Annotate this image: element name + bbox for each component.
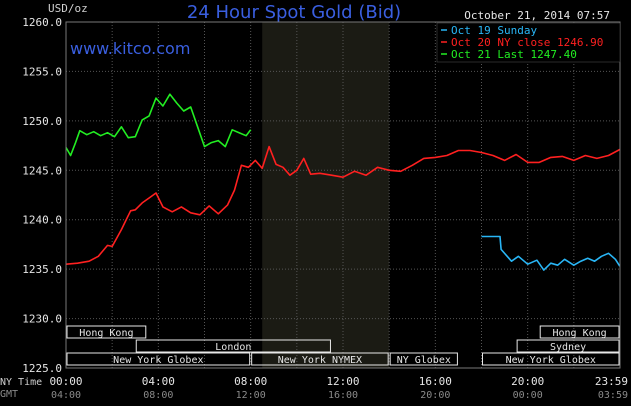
x-tick-label: 12:00	[326, 375, 359, 388]
chart-title: 24 Hour Spot Gold (Bid)	[187, 2, 401, 23]
x-tick-label: 08:00	[234, 375, 267, 388]
y-tick-label: 1240.0	[22, 214, 62, 227]
x-axis-ticks: 00:00 04:00 04:00 08:00 08:00 12:00 12:00 16:00…	[49, 375, 628, 401]
series-line-oct20	[65, 145, 621, 265]
market-bar-label: London	[215, 342, 251, 353]
market-bar-label: Sydney	[550, 342, 586, 353]
x-tick-label-gmt: 04:00	[51, 390, 81, 401]
plot-frame	[65, 21, 621, 369]
market-bar	[516, 339, 620, 353]
x-tick-label-gmt: 16:00	[328, 390, 358, 401]
series-line-oct19	[481, 235, 621, 271]
y-tick-label: 1230.0	[22, 313, 62, 326]
market-bar-label: Hong Kong	[79, 328, 133, 339]
market-bar-label: NY Globex	[397, 355, 451, 366]
legend-entry: Oct 21 Last 1247.40	[451, 48, 577, 61]
x-tick-label: 00:00	[49, 375, 82, 388]
y-tick-label: 1260.0	[22, 16, 62, 29]
y-tick-label: 1235.0	[22, 263, 62, 276]
market-bar	[66, 352, 251, 366]
market-bar	[539, 325, 620, 339]
market-bar	[135, 339, 331, 353]
x-tick-label: 20:00	[511, 375, 544, 388]
legend-entry: Oct 20 NY close 1246.90	[451, 36, 603, 49]
y-unit-label: USD/oz	[48, 2, 88, 15]
x-tick-label: 16:00	[419, 375, 452, 388]
x-tick-label-gmt: 03:59	[598, 390, 628, 401]
market-bar	[251, 352, 389, 366]
market-bar-label: New York NYMEX	[278, 355, 362, 366]
market-bar-label: New York Globex	[113, 355, 203, 366]
x-tick-label: 04:00	[142, 375, 175, 388]
ny-time-label: NY Time	[0, 377, 42, 388]
y-tick-label: 1225.0	[22, 362, 62, 375]
y-tick-label: 1250.0	[22, 115, 62, 128]
series-line-oct21	[65, 93, 252, 157]
gmt-label: GMT	[0, 389, 18, 400]
x-tick-label: 23:59	[595, 375, 628, 388]
y-axis-ticks: 1225.0 1230.0 1235.0 1240.0 1245.0 1250.0 1255…	[22, 16, 62, 375]
site-watermark: www.kitco.com	[70, 39, 190, 58]
x-tick-label-gmt: 08:00	[143, 390, 173, 401]
legend-box	[436, 22, 621, 63]
market-bar-label: Hong Kong	[553, 328, 607, 339]
market-closed-band	[262, 22, 390, 368]
x-tick-label-gmt: 20:00	[420, 390, 450, 401]
y-tick-label: 1255.0	[22, 65, 62, 78]
closed-band-rect	[262, 22, 390, 368]
legend-entry: Oct 19 Sunday	[451, 24, 537, 37]
market-bar	[482, 352, 620, 366]
x-tick-label-gmt: 00:00	[513, 390, 543, 401]
x-tick-label-gmt: 12:00	[236, 390, 266, 401]
timestamp: October 21, 2014 07:57	[464, 9, 610, 22]
market-bar	[389, 352, 458, 366]
market-hours-bars: Hong Kong London New York Globex New York N…	[66, 325, 620, 366]
y-tick-label: 1245.0	[22, 164, 62, 177]
market-bar-label: New York Globex	[506, 355, 596, 366]
market-bar	[66, 325, 147, 339]
price-series	[65, 93, 621, 271]
